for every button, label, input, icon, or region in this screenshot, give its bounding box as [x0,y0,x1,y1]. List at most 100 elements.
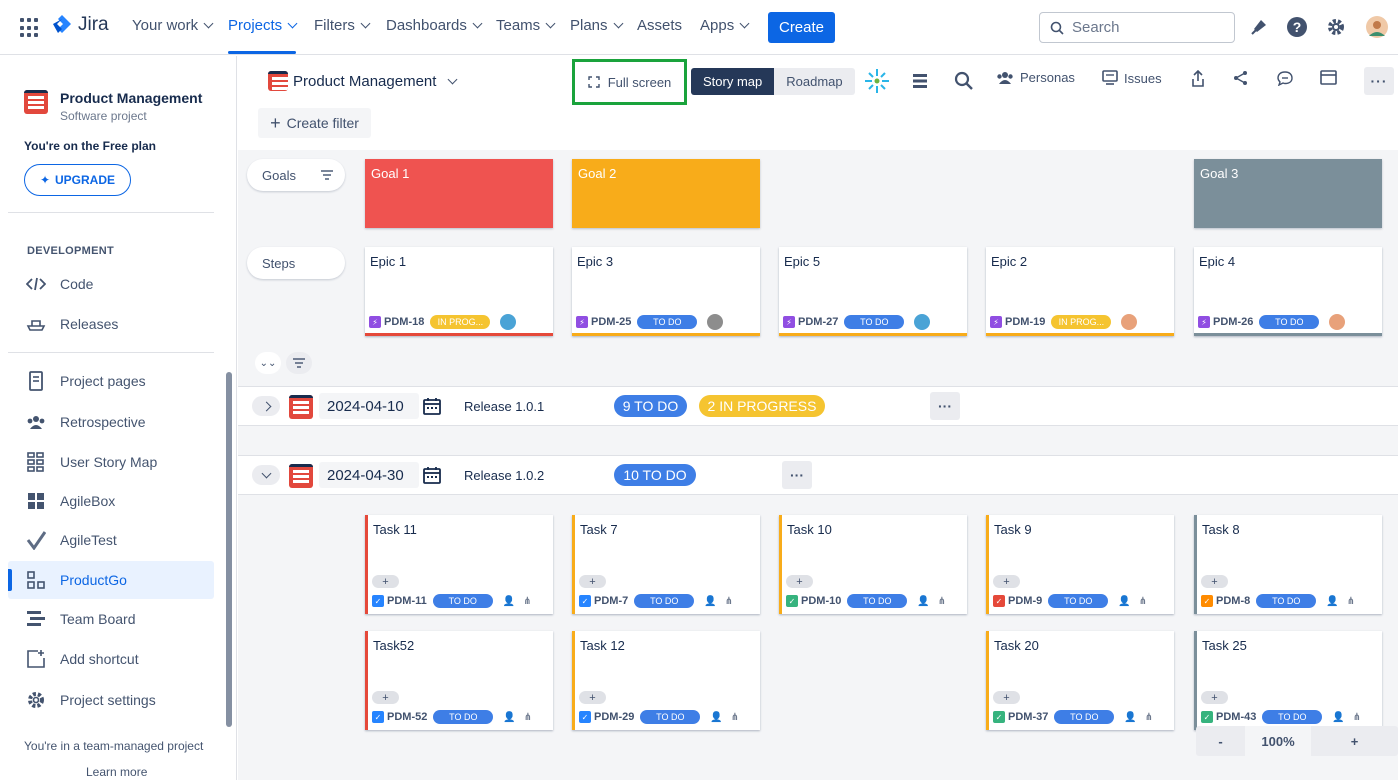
sidebar-item-code[interactable]: Code [8,265,214,303]
issue-key[interactable]: PDM-10 [801,595,842,607]
issue-key[interactable]: PDM-11 [387,595,427,607]
sidebar-item-project-pages[interactable]: Project pages [8,362,214,400]
assignee-avatar[interactable] [707,314,724,330]
hierarchy-icon[interactable]: ⋔ [1144,711,1154,723]
epic-card[interactable]: Epic 5 ⚡ PDM-27 TO DO [779,247,967,336]
zoom-in-button[interactable]: + [1350,733,1359,749]
create-filter-button[interactable]: + Create filter [258,108,371,138]
status-badge[interactable]: TO DO [1262,710,1323,724]
add-subtask-button[interactable]: + [579,691,606,704]
sidebar-item-user-story-map[interactable]: User Story Map [8,443,214,481]
status-badge[interactable]: TO DO [637,315,698,329]
release-filter-button[interactable] [286,352,312,374]
steps-row-label[interactable]: Steps [247,247,345,279]
status-badge[interactable]: TO DO [1256,594,1317,608]
release-name[interactable]: Release 1.0.2 [464,468,545,483]
task-card[interactable]: Task 10 + ✓ PDM-10 TO DO 👤 ⋔ [779,515,967,614]
issue-key[interactable]: PDM-37 [1008,711,1049,723]
ai-sparkle-icon[interactable] [864,68,890,94]
status-badge[interactable]: TO DO [1048,594,1109,608]
issue-key[interactable]: PDM-43 [1216,711,1257,723]
task-card[interactable]: Task 7 + ✓ PDM-7 TO DO 👤 ⋔ [572,515,760,614]
hierarchy-icon[interactable]: ⋔ [937,595,947,607]
project-selector[interactable]: Product Management [268,71,458,91]
status-badge[interactable]: IN PROG... [1051,315,1112,329]
assignee-icon[interactable]: 👤 [704,595,717,607]
nav-your-work[interactable]: Your work [132,17,214,34]
sidebar-item-team-board[interactable]: Team Board [8,600,214,638]
hierarchy-icon[interactable]: ⋔ [724,595,734,607]
add-subtask-button[interactable]: + [372,575,399,588]
story-map-tab[interactable]: Story map [691,68,775,95]
status-badge[interactable]: TO DO [640,710,701,724]
sidebar-item-releases[interactable]: Releases [8,305,214,343]
status-badge[interactable]: TO DO [844,315,905,329]
assignee-icon[interactable]: 👤 [710,711,723,723]
task-card[interactable]: Task 8 + ✓ PDM-8 TO DO 👤 ⋔ [1194,515,1382,614]
assignee-avatar[interactable] [914,314,931,330]
sidebar-project-header[interactable]: Product Management Software project [24,90,202,123]
hierarchy-icon[interactable]: ⋔ [523,595,532,607]
assignee-avatar[interactable] [1329,314,1346,330]
add-subtask-button[interactable]: + [579,575,606,588]
add-subtask-button[interactable]: + [993,691,1020,704]
task-card[interactable]: Task 9 + ✓ PDM-9 TO DO 👤 ⋔ [986,515,1174,614]
nav-assets[interactable]: Assets [637,17,682,34]
sidebar-item-productgo[interactable]: ProductGo [8,561,214,599]
task-card[interactable]: Task 12 + ✓ PDM-29 TO DO 👤 ⋔ [572,631,760,730]
add-subtask-button[interactable]: + [1201,691,1228,704]
hierarchy-icon[interactable]: ⋔ [1138,595,1148,607]
release-date[interactable]: 2024-04-30 [319,462,419,488]
status-badge[interactable]: TO DO [1054,710,1115,724]
jira-logo[interactable]: Jira [52,14,109,36]
issue-key[interactable]: PDM-9 [1008,595,1043,607]
assignee-avatar[interactable] [1121,314,1138,330]
sidebar-item-agiletest[interactable]: AgileTest [8,521,214,559]
assignee-icon[interactable]: 👤 [1326,595,1339,607]
search-icon[interactable] [954,71,974,91]
sidebar-item-agilebox[interactable]: AgileBox [8,482,214,520]
hierarchy-icon[interactable]: ⋔ [1352,711,1362,723]
sidebar-item-project-settings[interactable]: Project settings [8,681,214,719]
assignee-avatar[interactable] [500,314,517,330]
zoom-out-button[interactable]: - [1218,733,1223,749]
user-avatar[interactable] [1366,16,1388,38]
issue-key[interactable]: PDM-25 [591,316,632,328]
assignee-icon[interactable]: 👤 [502,595,516,607]
task-card[interactable]: Task 20 + ✓ PDM-37 TO DO 👤 ⋔ [986,631,1174,730]
share-icon[interactable] [1233,70,1249,86]
nav-plans[interactable]: Plans [570,17,623,34]
more-options-button[interactable]: ··· [1364,67,1394,95]
sidebar-scrollbar[interactable] [226,372,232,727]
full-screen-button[interactable]: Full screen [572,59,687,105]
add-subtask-button[interactable]: + [372,691,399,704]
issue-key[interactable]: PDM-18 [384,316,425,328]
status-badge[interactable]: TO DO [432,594,493,608]
nav-dashboards[interactable]: Dashboards [386,17,483,34]
assignee-icon[interactable]: 👤 [503,711,516,723]
help-icon[interactable]: ? [1286,16,1308,38]
status-badge[interactable]: TO DO [634,594,695,608]
goal-card[interactable]: Goal 3 [1194,159,1382,228]
issue-key[interactable]: PDM-27 [798,316,839,328]
nav-teams[interactable]: Teams [496,17,556,34]
learn-more-link[interactable]: Learn more [86,765,148,779]
calendar-icon[interactable] [423,466,441,484]
status-badge[interactable]: TO DO [433,710,494,724]
issue-key[interactable]: PDM-7 [594,595,629,607]
epic-card[interactable]: Epic 4 ⚡ PDM-26 TO DO [1194,247,1382,336]
assignee-icon[interactable]: 👤 [917,595,930,607]
status-badge[interactable]: TO DO [1259,315,1320,329]
nav-filters[interactable]: Filters [314,17,371,34]
issue-key[interactable]: PDM-52 [387,711,428,723]
assignee-icon[interactable]: 👤 [1124,711,1137,723]
goal-card[interactable]: Goal 1 [365,159,553,228]
hierarchy-icon[interactable]: ⋔ [1346,595,1356,607]
epic-card[interactable]: Epic 1 ⚡ PDM-18 IN PROG... [365,247,553,336]
goals-row-label[interactable]: Goals [247,159,345,191]
sidebar-item-add-shortcut[interactable]: Add shortcut [8,640,214,678]
epic-card[interactable]: Epic 2 ⚡ PDM-19 IN PROG... [986,247,1174,336]
issues-button[interactable]: Issues [1102,70,1162,86]
status-badge[interactable]: IN PROG... [430,315,491,329]
add-subtask-button[interactable]: + [993,575,1020,588]
